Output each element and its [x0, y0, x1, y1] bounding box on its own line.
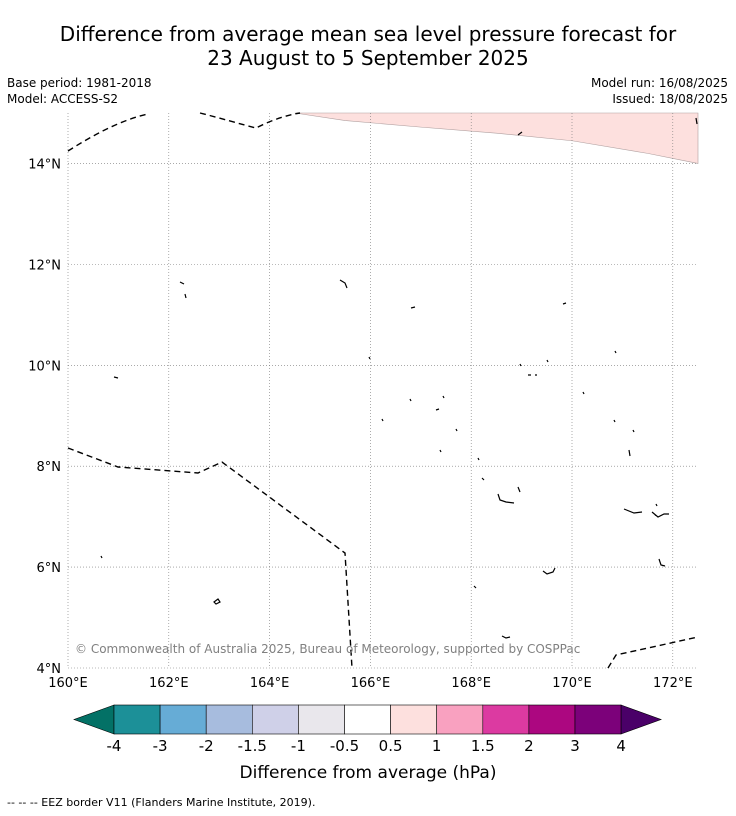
title-line-2: 23 August to 5 September 2025: [207, 46, 529, 70]
island-kwajalein: [477, 457, 521, 504]
y-tick-label: 14°N: [28, 157, 61, 172]
island-cluster-south-west: [100, 555, 221, 605]
islands: [100, 117, 698, 639]
meta-right: Model run: 16/08/2025 Issued: 18/08/2025: [591, 75, 728, 107]
y-tick-label: 10°N: [28, 359, 61, 374]
issued-label: Issued: 18/08/2025: [612, 92, 728, 106]
colorbar-tick-label: 0.5: [379, 737, 403, 755]
eez-border-north: [67, 112, 301, 152]
colorbar-tick-label: 2: [524, 737, 534, 755]
colorbar: -4 -3 -2 -1.5 -1 -0.5 0.5 1 1.5 2 3 4: [73, 704, 662, 755]
island-cluster-marshall-west: [368, 356, 458, 453]
copyright-text: © Commonwealth of Australia 2025, Bureau…: [75, 642, 580, 656]
colorbar-tick-label: 1.5: [471, 737, 495, 755]
x-tick-label: 166°E: [351, 676, 391, 691]
x-axis-labels: 160°E 162°E 164°E 166°E 168°E 170°E 172°E: [48, 676, 692, 691]
x-tick-label: 170°E: [552, 676, 592, 691]
title-line-1: Difference from average mean sea level p…: [59, 22, 677, 46]
colorbar-tick-label: -0.5: [330, 737, 359, 755]
island-cluster-north: [179, 279, 348, 299]
y-tick-label: 6°N: [37, 561, 62, 576]
y-tick-label: 12°N: [28, 258, 61, 273]
eez-border-south-east: [607, 636, 699, 669]
colorbar-bin: [482, 704, 530, 735]
y-tick-label: 4°N: [37, 662, 62, 677]
model-run-label: Model run: 16/08/2025: [590, 76, 728, 90]
colorbar-tick-label: 1: [432, 737, 442, 755]
colorbar-bin: [344, 704, 391, 735]
island-cluster-marshall-central: [519, 359, 635, 457]
colorbar-bin: [390, 704, 438, 735]
colorbar-tick-label: -4: [107, 737, 122, 755]
island-majuro: [623, 503, 669, 518]
island-cluster-south-east: [473, 558, 666, 639]
colorbar-bin: [159, 704, 207, 735]
x-tick-label: 164°E: [250, 676, 290, 691]
eez-borders: [67, 112, 699, 669]
map-title: Difference from average mean sea level p…: [0, 22, 736, 70]
eez-legend-note: -- -- -- EEZ border V11 (Flanders Marine…: [7, 796, 316, 809]
colorbar-bin: [252, 704, 299, 735]
colorbar-bin: [113, 704, 161, 735]
ocean-background: [68, 113, 698, 668]
model-label: Model: ACCESS-S2: [7, 92, 119, 106]
colorbar-tick-label: -2: [199, 737, 214, 755]
colorbar-extend-high: [620, 704, 662, 735]
meta-left: Base period: 1981-2018 Model: ACCESS-S2: [7, 75, 152, 107]
eez-border-south-west: [67, 447, 353, 669]
colorbar-bin: [205, 704, 253, 735]
colorbar-bin: [436, 704, 484, 735]
x-tick-label: 168°E: [451, 676, 491, 691]
colorbar-tick-label: -1: [291, 737, 306, 755]
gridlines: [67, 113, 698, 669]
colorbar-extend-low: [73, 704, 115, 735]
colorbar-tick-label: -1.5: [238, 737, 267, 755]
colorbar-bin: [298, 704, 345, 735]
x-tick-label: 162°E: [149, 676, 189, 691]
colorbar-tick-label: 3: [570, 737, 580, 755]
colorbar-bin: [574, 704, 622, 735]
colorbar-tick-label: -3: [153, 737, 168, 755]
base-period-label: Base period: 1981-2018: [7, 76, 152, 90]
y-tick-label: 8°N: [37, 460, 62, 475]
x-tick-label: 160°E: [48, 676, 88, 691]
colorbar-title: Difference from average (hPa): [240, 763, 497, 783]
island-cluster-central: [113, 302, 617, 379]
x-tick-label: 172°E: [653, 676, 693, 691]
colorbar-tick-label: 4: [616, 737, 626, 755]
colorbar-bin: [528, 704, 576, 735]
y-axis-labels: 4°N 6°N 8°N 10°N 12°N 14°N: [28, 157, 61, 677]
map-plot-area: © Commonwealth of Australia 2025, Bureau…: [67, 112, 699, 669]
island-cluster-north-east: [517, 117, 698, 136]
